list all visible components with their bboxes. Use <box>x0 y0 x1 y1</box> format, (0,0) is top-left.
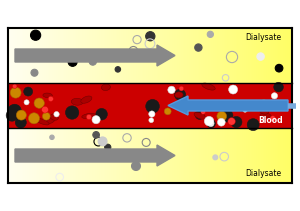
FancyArrow shape <box>15 145 175 166</box>
Circle shape <box>257 53 264 60</box>
Circle shape <box>34 98 44 108</box>
Text: Dialysate: Dialysate <box>245 32 281 42</box>
Ellipse shape <box>260 107 269 114</box>
Circle shape <box>146 99 159 113</box>
Circle shape <box>168 86 175 94</box>
Circle shape <box>43 112 50 120</box>
Circle shape <box>164 108 171 115</box>
Ellipse shape <box>260 113 271 118</box>
Circle shape <box>175 89 186 100</box>
Circle shape <box>218 118 225 126</box>
Circle shape <box>271 93 278 99</box>
Circle shape <box>195 111 204 119</box>
Circle shape <box>136 150 144 159</box>
Circle shape <box>229 85 238 94</box>
Circle shape <box>195 44 202 51</box>
Circle shape <box>149 111 155 117</box>
Circle shape <box>157 50 164 57</box>
Ellipse shape <box>194 112 206 119</box>
FancyArrow shape <box>168 96 288 115</box>
Circle shape <box>48 96 53 101</box>
Circle shape <box>31 30 41 40</box>
Circle shape <box>131 162 140 170</box>
Circle shape <box>207 119 215 128</box>
Circle shape <box>28 113 40 124</box>
Circle shape <box>204 116 214 126</box>
Circle shape <box>208 120 214 127</box>
Circle shape <box>8 104 21 118</box>
Circle shape <box>96 108 107 120</box>
Circle shape <box>217 111 226 121</box>
Ellipse shape <box>82 113 95 118</box>
Circle shape <box>98 137 107 146</box>
Circle shape <box>105 144 111 150</box>
Circle shape <box>24 100 29 105</box>
Circle shape <box>28 51 38 61</box>
Circle shape <box>274 82 284 92</box>
Circle shape <box>24 87 33 96</box>
Circle shape <box>275 64 283 72</box>
Circle shape <box>220 110 233 122</box>
Circle shape <box>231 116 242 128</box>
Ellipse shape <box>46 118 55 124</box>
Circle shape <box>50 135 54 139</box>
Circle shape <box>179 86 184 91</box>
Circle shape <box>247 119 259 131</box>
Circle shape <box>42 106 48 113</box>
Ellipse shape <box>35 118 49 125</box>
Circle shape <box>16 110 26 120</box>
Ellipse shape <box>239 107 248 111</box>
Circle shape <box>31 69 38 76</box>
Circle shape <box>242 107 247 112</box>
Circle shape <box>149 118 154 123</box>
Ellipse shape <box>81 96 92 103</box>
Circle shape <box>260 100 268 108</box>
Bar <box>8 83 292 128</box>
Circle shape <box>13 84 17 88</box>
Ellipse shape <box>43 93 52 98</box>
Circle shape <box>68 57 77 66</box>
Ellipse shape <box>101 84 110 91</box>
Ellipse shape <box>71 98 83 105</box>
Circle shape <box>15 117 26 128</box>
Circle shape <box>65 106 79 119</box>
Circle shape <box>213 155 218 160</box>
Circle shape <box>228 118 235 125</box>
Circle shape <box>89 58 97 65</box>
FancyArrow shape <box>15 45 175 66</box>
Circle shape <box>92 116 100 124</box>
Ellipse shape <box>175 92 183 98</box>
Circle shape <box>86 114 92 120</box>
Ellipse shape <box>50 114 58 120</box>
Circle shape <box>146 32 155 41</box>
Circle shape <box>270 116 276 122</box>
Text: Dialysate: Dialysate <box>245 169 281 179</box>
Text: Blood: Blood <box>258 115 283 124</box>
Circle shape <box>93 132 99 138</box>
Circle shape <box>201 110 206 114</box>
Circle shape <box>207 31 213 37</box>
Circle shape <box>10 87 21 98</box>
Circle shape <box>115 67 121 72</box>
Circle shape <box>6 110 18 121</box>
Ellipse shape <box>202 83 215 90</box>
Circle shape <box>54 112 59 117</box>
